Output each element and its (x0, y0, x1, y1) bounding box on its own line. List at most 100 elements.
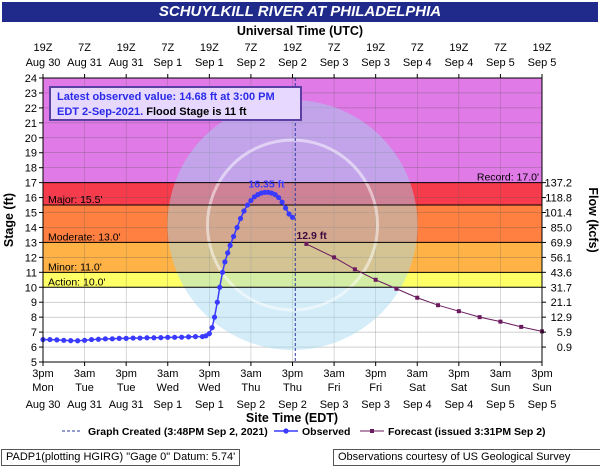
observed-point (230, 233, 237, 240)
x-tick-day: Fri (369, 382, 382, 394)
x-tick-date: Sep 2 (237, 399, 266, 411)
x-tick-date: Sep 2 (278, 399, 307, 411)
x-tick-time: 3am (74, 368, 95, 380)
x-tick-date: Aug 31 (67, 399, 102, 411)
observed-point (237, 215, 244, 222)
y-tick-label: 12 (25, 252, 37, 264)
legend-observed-marker (283, 428, 289, 434)
x-tick-day: Wed (198, 382, 220, 394)
flow-tick-label: 85.0 (551, 222, 572, 234)
observed-point (217, 284, 223, 290)
x-tick-date: Sep 5 (486, 399, 515, 411)
observed-point (248, 197, 254, 204)
observed-peak-label: 16.35 ft (248, 178, 285, 190)
y-tick-label: 11 (26, 267, 37, 279)
y-tick-label: 23 (25, 88, 37, 100)
x-tick-day: Sun (491, 382, 511, 394)
top-tick-time: 7Z (494, 42, 507, 54)
top-tick-time: 19Z (117, 42, 136, 54)
y-tick-label: 19 (25, 148, 37, 160)
noaa-commerce-seal-watermark (167, 100, 418, 350)
forecast-point (415, 295, 420, 300)
x-tick-time: 3am (323, 368, 344, 380)
observed-point (289, 214, 296, 220)
x-tick-time: 3pm (531, 368, 552, 380)
flow-tick-label: 118.8 (545, 193, 572, 205)
observed-point (279, 199, 285, 205)
observed-point (109, 336, 115, 342)
observed-point (286, 211, 292, 217)
x-tick-date: Sep 4 (444, 399, 473, 411)
top-tick-date: Sep 3 (361, 57, 390, 69)
flood-stage-note: Flood Stage is 11 ft (146, 106, 247, 118)
top-tick-date: Sep 5 (486, 57, 515, 69)
forecast-point (436, 303, 441, 308)
observed-point (211, 314, 218, 320)
top-tick-date: Sep 4 (444, 57, 473, 69)
observed-point (272, 191, 278, 198)
observed-point (130, 335, 136, 341)
major-band-tint (43, 182, 542, 206)
observed-point (185, 334, 192, 340)
flow-tick-label: 69.9 (551, 237, 572, 249)
top-tick-time: 19Z (200, 42, 219, 54)
observed-point (151, 335, 157, 341)
threshold-label-record: Record: 17.0' (477, 172, 539, 184)
top-tick-time: 7Z (411, 42, 424, 54)
top-tick-date: Sep 1 (153, 57, 182, 69)
x-tick-time: 3pm (115, 368, 136, 380)
y2-axis-title: Flow (kcfs) (586, 187, 600, 252)
x-tick-date: Aug 30 (26, 399, 61, 411)
observed-point (172, 334, 178, 340)
y-tick-label: 10 (25, 282, 37, 294)
x-tick-date: Sep 1 (195, 399, 224, 411)
flood-band-0 (43, 287, 542, 362)
chart-title: SCHUYLKILL RIVER AT PHILADELPHIA (2, 2, 598, 22)
x-tick-time: 3pm (32, 368, 53, 380)
y-tick-label: 14 (25, 222, 37, 234)
y-tick-label: 9 (31, 297, 37, 309)
threshold-label-minor: Minor: 11.0' (48, 261, 102, 273)
y-tick-label: 17 (25, 178, 37, 190)
forecast-point (477, 315, 482, 320)
top-tick-time: 19Z (283, 42, 302, 54)
observed-point (144, 335, 150, 341)
top-tick-date: Sep 3 (320, 57, 349, 69)
y-tick-label: 6 (31, 342, 37, 354)
observed-point (244, 202, 251, 208)
observed-point (68, 338, 74, 344)
observed-point (61, 337, 67, 343)
latest-observed-box: Latest observed value: 14.68 ft at 3:00 … (49, 86, 302, 121)
seal-inner-ring (206, 138, 379, 312)
y-tick-label: 22 (25, 103, 37, 115)
observed-point (158, 335, 164, 341)
flow-tick-label: 21.1 (551, 297, 572, 309)
x-tick-date: Sep 3 (361, 399, 390, 411)
x-tick-time: 3am (157, 368, 178, 380)
x-tick-day: Sat (451, 382, 468, 394)
forecast-point (304, 241, 309, 246)
x-tick-time: 3pm (448, 368, 469, 380)
top-tick-date: Sep 4 (403, 57, 432, 69)
forecast-point (498, 319, 503, 324)
observed-point (47, 336, 53, 343)
observed-point (241, 208, 247, 214)
forecast-point (394, 286, 399, 291)
top-tick-date: Sep 5 (528, 57, 557, 69)
latest-observed-line1: Latest observed value: 14.68 ft at 3:00 … (57, 91, 275, 103)
y-tick-label: 18 (25, 163, 37, 175)
observed-point (81, 337, 88, 343)
flood-band-4 (43, 182, 542, 206)
y-tick-label: 13 (25, 237, 37, 249)
threshold-label-moderate: Moderate: 13.0' (48, 231, 121, 243)
forecast-crest-label: 12.9 ft (296, 230, 327, 242)
observed-point (276, 194, 282, 201)
seal-circle (167, 100, 418, 350)
forecast-line (306, 243, 543, 332)
observed-point (179, 334, 185, 340)
y-tick-label: 7 (31, 327, 37, 339)
top-tick-date: Sep 1 (195, 57, 224, 69)
y-tick-label: 20 (25, 133, 37, 145)
x-tick-time: 3pm (365, 368, 386, 380)
